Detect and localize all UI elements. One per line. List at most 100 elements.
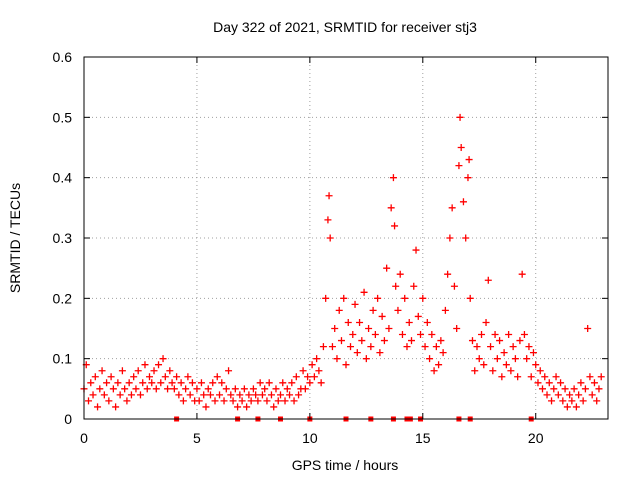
data-point: [459, 198, 467, 206]
data-point: [505, 331, 513, 339]
data-point: [417, 331, 425, 339]
data-point: [222, 385, 230, 393]
data-point: [392, 282, 400, 290]
data-point: [403, 343, 411, 351]
data-point: [595, 385, 603, 393]
data-point: [261, 385, 269, 393]
data-point: [396, 270, 404, 278]
data-point: [376, 349, 384, 357]
data-point: [306, 379, 314, 387]
data-point: [554, 391, 562, 399]
data-point: [139, 379, 147, 387]
data-point: [349, 331, 357, 339]
data-point: [229, 397, 237, 405]
data-point: [114, 379, 122, 387]
data-point: [141, 361, 149, 369]
data-point: [572, 403, 580, 411]
data-point: [324, 216, 332, 224]
data-point: [249, 385, 257, 393]
chart-title: Day 322 of 2021, SRMTID for receiver stj…: [213, 19, 477, 35]
data-point: [344, 318, 352, 326]
data-point: [116, 391, 124, 399]
data-point: [584, 325, 592, 332]
data-point: [351, 300, 359, 308]
data-point: [563, 403, 571, 411]
data-point: [310, 373, 318, 381]
data-point: [236, 391, 244, 399]
data-point: [597, 373, 605, 381]
data-point: [340, 294, 348, 302]
data-point: [326, 234, 334, 242]
data-point: [89, 391, 97, 399]
data-point: [347, 343, 355, 351]
data-point: [462, 234, 470, 242]
data-point: [385, 325, 393, 332]
data-point: [331, 325, 339, 332]
y-tick-label: 0.6: [53, 49, 73, 65]
data-point: [360, 288, 368, 296]
data-point: [184, 373, 192, 381]
data-point: [586, 373, 594, 381]
data-point: [482, 318, 490, 326]
data-point: [121, 385, 129, 393]
data-point: [105, 397, 113, 405]
data-point: [468, 337, 476, 345]
data-point: [516, 337, 524, 345]
data-point: [193, 385, 201, 393]
data-point: [428, 331, 436, 339]
data-point: [103, 379, 111, 387]
data-point: [220, 397, 228, 405]
data-points: [80, 113, 605, 422]
data-point: [304, 373, 312, 381]
data-point: [378, 312, 386, 320]
data-point: [100, 391, 108, 399]
data-point: [367, 343, 375, 351]
y-axis-label: SRMTID / TECUs: [7, 183, 23, 293]
data-point: [541, 373, 549, 381]
data-point: [132, 385, 140, 393]
data-point: [177, 379, 185, 387]
data-point: [91, 373, 99, 381]
data-point: [243, 403, 251, 411]
data-point: [398, 331, 406, 339]
data-point: [518, 270, 526, 278]
data-point: [125, 379, 133, 387]
data-point: [498, 373, 506, 381]
data-point: [532, 361, 540, 369]
data-point: [267, 391, 275, 399]
data-point: [279, 379, 287, 387]
data-point: [148, 379, 156, 387]
data-point: [371, 331, 379, 339]
data-point: [157, 379, 165, 387]
data-point: [225, 367, 233, 375]
data-point: [536, 367, 544, 375]
data-point: [380, 337, 388, 345]
data-point: [511, 355, 519, 363]
data-point: [98, 367, 106, 375]
y-tick-label: 0.5: [53, 109, 73, 125]
data-point: [170, 385, 178, 393]
data-point: [374, 294, 382, 302]
data-point: [281, 397, 289, 405]
data-point: [561, 385, 569, 393]
data-point: [502, 361, 510, 369]
data-point: [520, 331, 528, 339]
data-point: [448, 204, 456, 212]
data-point: [333, 355, 341, 363]
data-point: [245, 391, 253, 399]
data-point: [96, 385, 104, 393]
data-point: [301, 385, 309, 393]
data-point: [432, 343, 440, 351]
data-point: [164, 385, 172, 393]
data-point: [272, 385, 280, 393]
axes: 0 5 10 15 20 0 0.1 0.2 0.3 0.4 0.5 0.6: [53, 49, 608, 446]
data-point: [247, 397, 255, 405]
data-point: [545, 379, 553, 387]
data-point: [209, 379, 217, 387]
data-point: [337, 337, 345, 345]
data-point: [258, 391, 266, 399]
data-point: [489, 367, 497, 375]
data-point: [166, 367, 174, 375]
data-point: [389, 174, 397, 182]
